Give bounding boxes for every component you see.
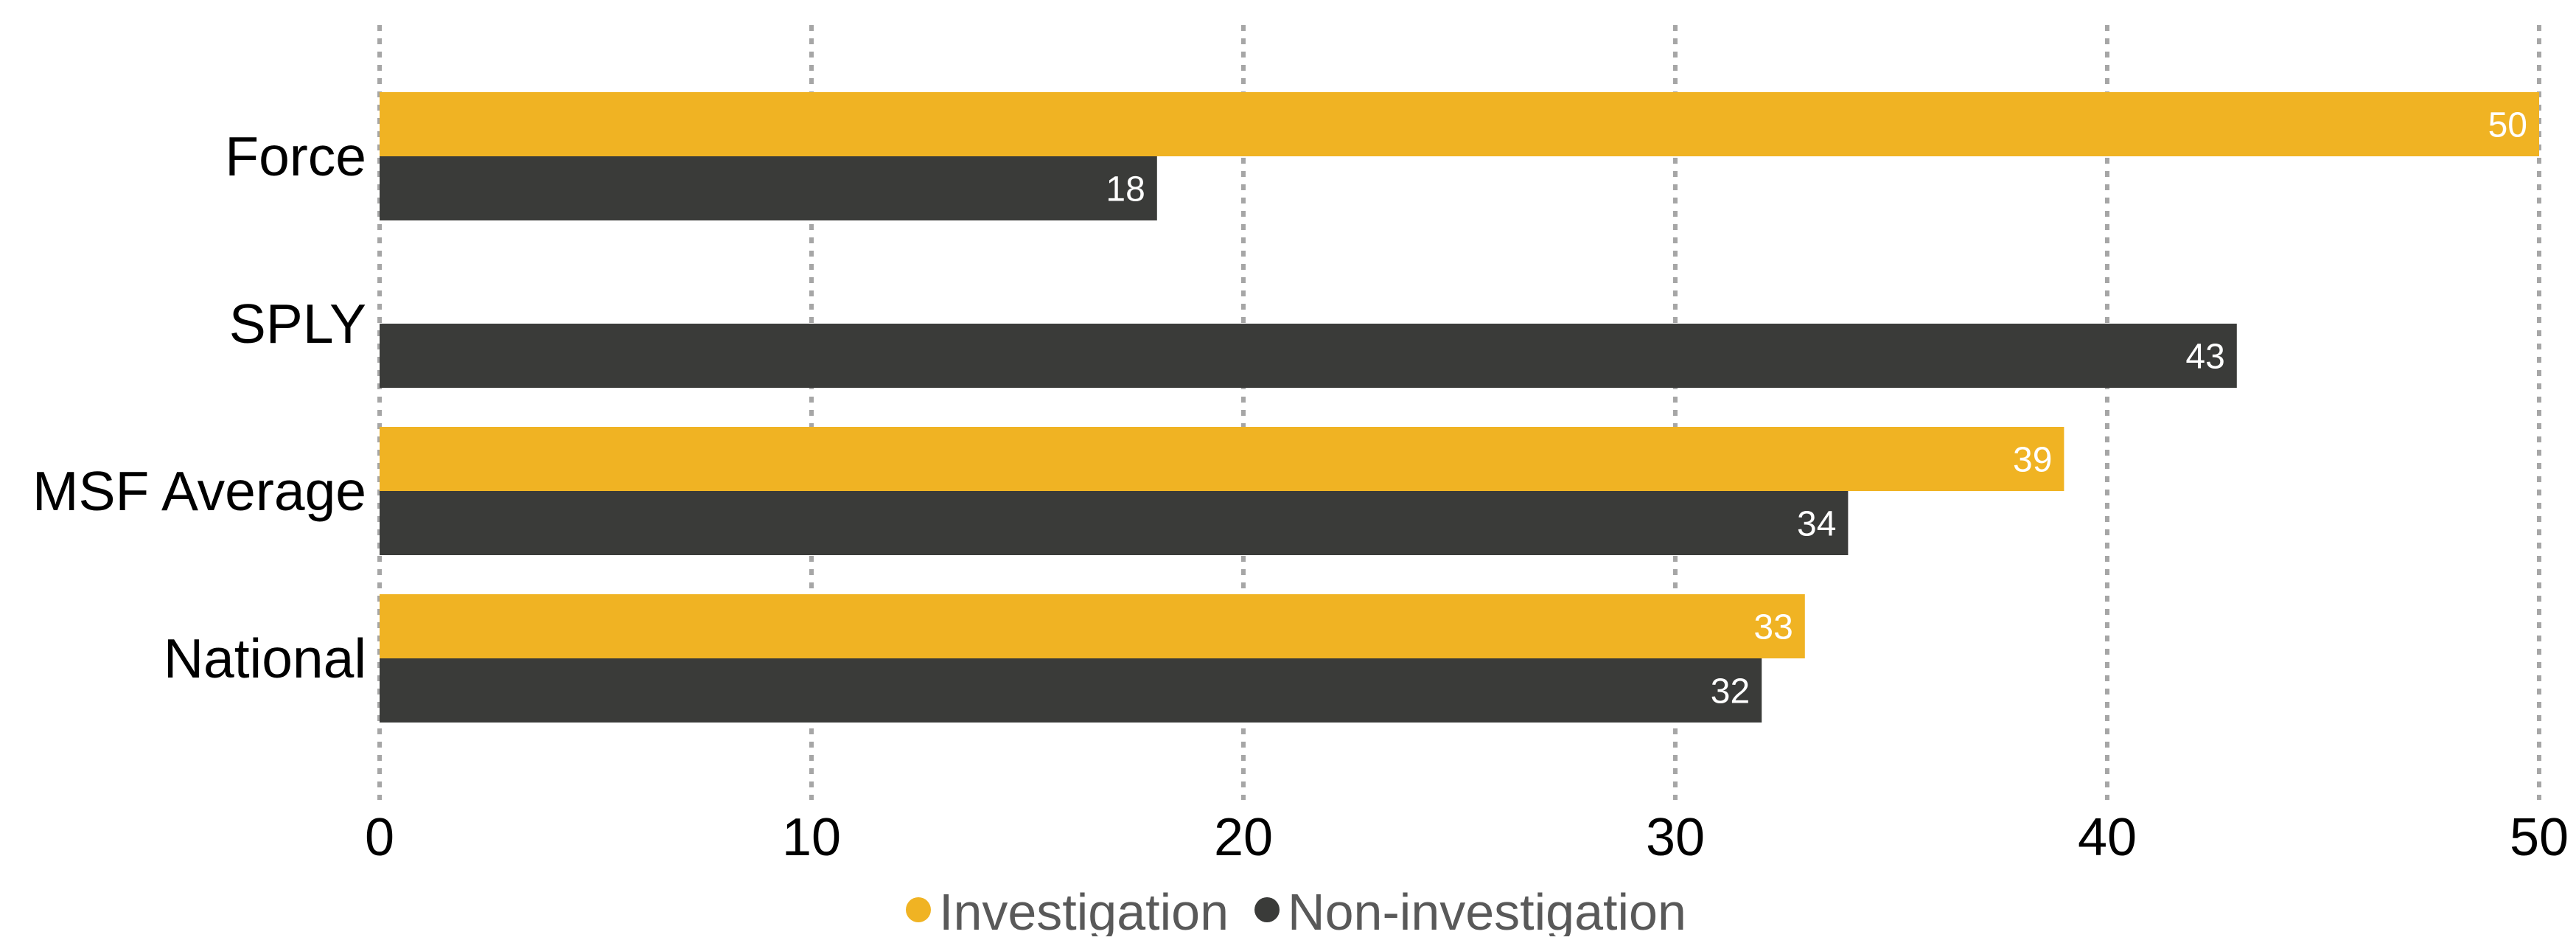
category-label-msf-average: MSF Average [32, 460, 366, 522]
legend-marker-non-investigation [1254, 897, 1280, 922]
data-label-non-investigation-national: 32 [1711, 672, 1750, 711]
legend-label-investigation: Investigation [939, 883, 1229, 936]
x-tick-label-10: 10 [782, 808, 841, 867]
x-tick-label-30: 30 [1646, 808, 1705, 867]
data-label-non-investigation-sply: 43 [2185, 338, 2224, 377]
bar-layer [380, 92, 2539, 723]
x-tick-label-0: 0 [365, 808, 394, 867]
bar-non-investigation-national [380, 658, 1762, 723]
bar-investigation-msf-average [380, 427, 2064, 491]
bar-non-investigation-msf-average [380, 491, 1849, 555]
x-tick-label-40: 40 [2078, 808, 2137, 867]
data-label-investigation-force: 50 [2488, 106, 2527, 145]
x-tick-label-20: 20 [1214, 808, 1273, 867]
grid-layer [377, 25, 2541, 800]
bar-investigation-force [380, 92, 2539, 156]
category-label-force: Force [225, 125, 366, 187]
bar-non-investigation-sply [380, 324, 2237, 388]
data-label-non-investigation-force: 18 [1106, 170, 1145, 209]
bar-non-investigation-force [380, 156, 1157, 220]
legend-label-non-investigation: Non-investigation [1288, 883, 1686, 936]
legend: Investigation Non-investigation [906, 883, 1686, 940]
legend-marker-investigation [906, 897, 931, 922]
data-label-non-investigation-msf-average: 34 [1797, 505, 1836, 544]
x-tick-label-50: 50 [2510, 808, 2569, 867]
data-label-investigation-msf-average: 39 [2013, 441, 2052, 480]
category-label-national: National [164, 627, 366, 689]
axis-layer: 0 10 20 30 40 50 Force SPLY MSF Average National [32, 125, 2569, 867]
data-label-investigation-national: 33 [1753, 608, 1793, 647]
category-label-sply: SPLY [229, 293, 366, 355]
bar-investigation-national [380, 594, 1805, 658]
